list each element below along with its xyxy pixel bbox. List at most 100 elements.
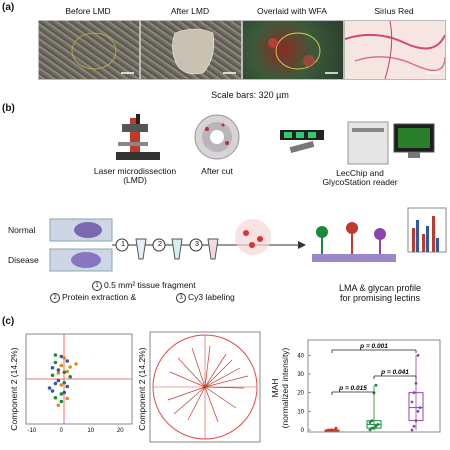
step-3-number: 3 xyxy=(194,239,200,248)
step-3-text: Cy3 labeling xyxy=(188,292,235,302)
step-1-text: 0.5 mm² tissue fragment xyxy=(104,280,196,290)
box-point xyxy=(368,428,372,432)
box-point xyxy=(374,424,378,428)
pca-left-point xyxy=(74,362,78,366)
pca-left-point xyxy=(50,373,55,378)
box-ylabel-wrap: MAH (normalized intensity) xyxy=(268,336,292,444)
box-point xyxy=(370,426,374,430)
panel-c-tag: (c) xyxy=(2,316,15,327)
box-point xyxy=(376,423,380,426)
step-1-circle: 1 xyxy=(92,281,102,291)
box-point xyxy=(412,424,416,428)
box-ytick: 30 xyxy=(297,372,304,378)
pca-left-point xyxy=(53,381,58,386)
pca-left-point xyxy=(56,378,61,383)
pca-left-point xyxy=(53,395,58,400)
step-2-text: Protein extraction & xyxy=(62,292,137,302)
lmd-caption-2: (LMD) xyxy=(123,175,147,185)
box-ylabel-2: (normalized intensity) xyxy=(280,347,290,429)
pca-left-point xyxy=(59,383,64,387)
pca-left-chart: -10 0 10 20 xyxy=(25,333,133,434)
pca-left-xtick: -10 xyxy=(28,428,37,434)
pca-left-point xyxy=(65,369,70,374)
box-point xyxy=(418,406,422,409)
image-after-lmd xyxy=(140,20,242,80)
panel-b-tag: (b) xyxy=(2,103,15,114)
image-before-lmd xyxy=(38,20,140,80)
step-1-number: 1 xyxy=(120,239,126,248)
box-point xyxy=(416,353,420,357)
pca-left-point xyxy=(59,399,64,404)
box-point xyxy=(416,409,420,413)
box-point xyxy=(326,428,330,432)
box-point xyxy=(330,428,334,432)
row-label-disease: Disease xyxy=(8,255,39,265)
reader-caption-2: GlycoStation reader xyxy=(322,177,398,187)
pca-left-point xyxy=(56,368,61,372)
pca-left-point xyxy=(53,353,58,357)
pca-left-point xyxy=(50,365,55,370)
box-ytick: 10 xyxy=(297,409,304,415)
p-value-label: p = 0.041 xyxy=(380,369,409,376)
box-ytick: 40 xyxy=(297,353,304,359)
box-ylabel-1: MAH xyxy=(270,378,280,398)
pca-left-ylabel: Component 2 (14.2%) xyxy=(9,347,19,431)
microscope-icon xyxy=(116,114,160,160)
pca-left-point xyxy=(50,389,55,393)
pca-left-point xyxy=(56,371,61,375)
box-point xyxy=(414,419,418,423)
pca-left-xtick: 20 xyxy=(117,428,124,434)
pca-left-point xyxy=(62,380,67,385)
image-sirius-red xyxy=(344,20,446,80)
box-point xyxy=(370,419,374,423)
box-point xyxy=(414,381,418,385)
title-before-lmd: Before LMD xyxy=(65,6,111,16)
pca-left-point xyxy=(68,365,72,369)
title-after-lmd: After LMD xyxy=(170,6,210,16)
pca-mid-ylabel: Component 2 (14.2%) xyxy=(137,347,147,431)
panel-a-tag: (a) xyxy=(2,2,15,13)
image-overlaid-wfa xyxy=(242,20,344,80)
box-plot-chart: 0 10 20 30 40 p = 0.001 p = 0.015 p = 0.041 xyxy=(297,339,441,434)
profile-caption-1: LMA & glycan profile xyxy=(338,283,422,293)
box-point xyxy=(412,391,416,395)
workflow-diagram xyxy=(49,218,306,272)
pca-left-point xyxy=(47,386,52,390)
step-2-circle: 2 xyxy=(50,293,60,303)
step-2-number: 2 xyxy=(157,239,163,248)
pca-mid-ylabel-wrap: Component 2 (14.2%) xyxy=(134,336,147,444)
pca-left-point xyxy=(68,374,72,379)
title-sirius-red: Sirius Red xyxy=(374,6,414,16)
pca-left-point xyxy=(62,356,67,360)
box-point xyxy=(368,421,372,424)
pca-left-point xyxy=(62,370,67,375)
box-ytick: 20 xyxy=(297,391,304,397)
box-point xyxy=(332,428,336,432)
pca-left-point xyxy=(62,390,67,395)
pca-left-point xyxy=(59,354,64,359)
p-value-label: p = 0.015 xyxy=(338,385,367,392)
pca-biplot xyxy=(149,331,261,443)
pca-left-point xyxy=(59,363,64,368)
after-cut-caption: After cut xyxy=(201,166,233,176)
box-ytick: 0 xyxy=(301,428,305,434)
title-overlaid: Overlaid with WFA xyxy=(257,6,327,16)
pca-left-point xyxy=(65,359,70,363)
box-point xyxy=(374,383,378,387)
lmd-caption-1: Laser microdissection xyxy=(93,166,177,176)
step-3-circle: 3 xyxy=(176,293,186,303)
box-point xyxy=(410,428,414,432)
box-point xyxy=(334,426,338,430)
row-label-normal: Normal xyxy=(8,225,36,235)
profile-caption-2: for promising lectins xyxy=(339,293,421,303)
after-cut-image xyxy=(194,114,240,160)
pca-left-ylabel-wrap: Component 2 (14.2%) xyxy=(6,336,19,444)
box-point xyxy=(372,426,376,430)
pca-left-xtick: 0 xyxy=(60,428,64,434)
pca-left-xtick: 10 xyxy=(87,428,94,434)
glycostation-reader-icon xyxy=(280,121,435,165)
box-point xyxy=(410,400,414,404)
lectin-array-diagram xyxy=(312,207,447,262)
reader-caption-1: LecChip and xyxy=(336,168,384,178)
scale-bar-text: Scale bars: 320 µm xyxy=(211,90,289,100)
